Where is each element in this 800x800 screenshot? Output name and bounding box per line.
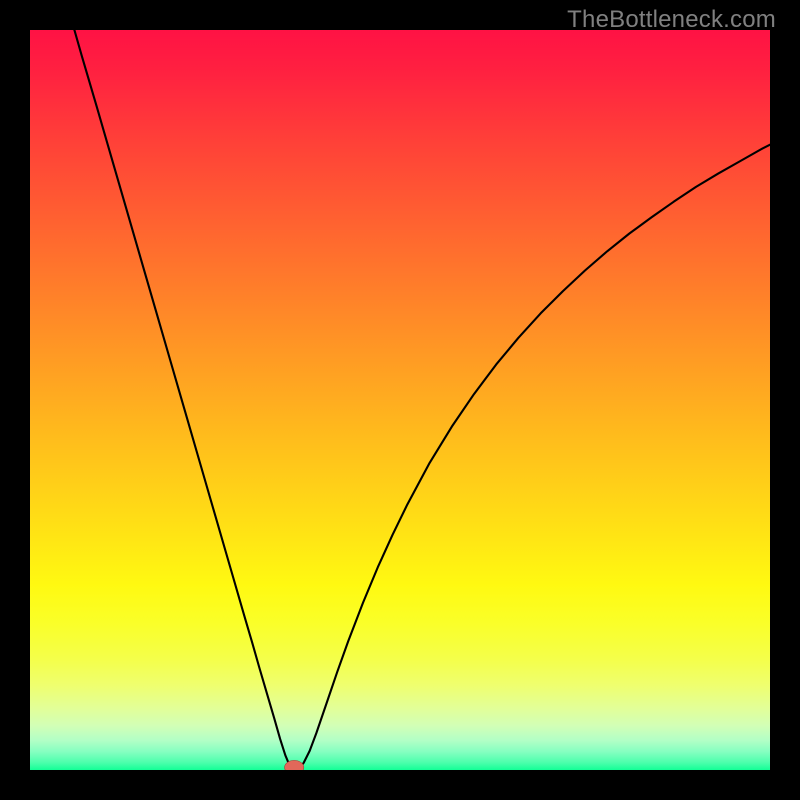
bottleneck-chart	[30, 30, 770, 770]
chart-frame: TheBottleneck.com	[0, 0, 800, 800]
plot-background	[30, 30, 770, 770]
